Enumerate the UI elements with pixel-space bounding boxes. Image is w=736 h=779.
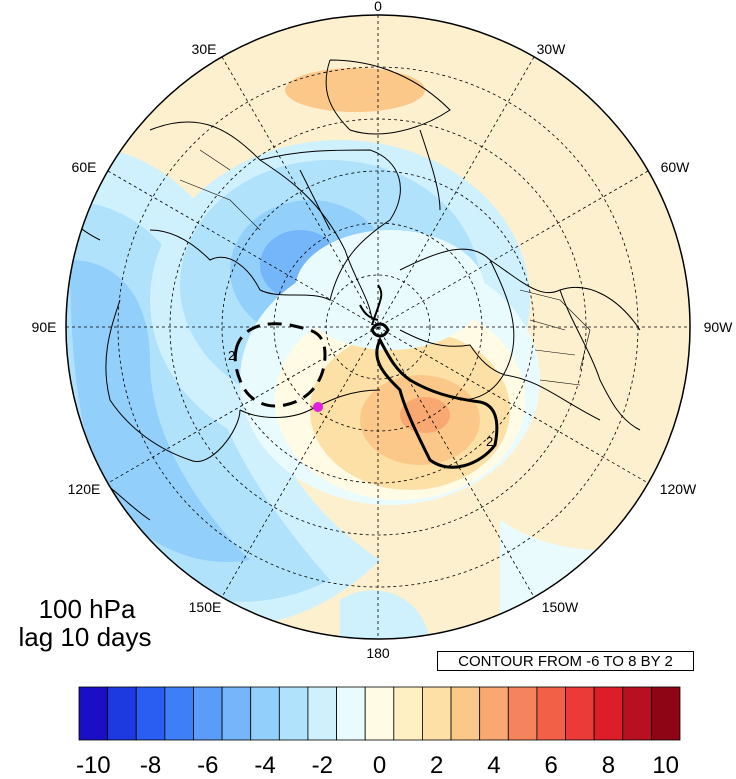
- contour-lines: [233, 284, 499, 469]
- positive-contour: [375, 336, 499, 469]
- colorbar-tick-label: -10: [76, 752, 111, 779]
- colorbar-cell: [221, 686, 252, 741]
- colorbar-cell: [307, 686, 337, 741]
- lon-label-30e: 30E: [192, 41, 217, 57]
- polar-stereographic-map: 2 2 0 30W 60W 90W 120W 150W 180 150E 120…: [32, 0, 734, 661]
- longitude-labels: 0 30W 60W 90W 120W 150W 180 150E 120E 90…: [32, 0, 734, 661]
- contour-label: 2: [228, 348, 235, 363]
- lon-label-150w: 150W: [542, 599, 579, 615]
- positive-contour-small: [370, 322, 390, 338]
- colorbar-tick-label: -4: [254, 752, 275, 779]
- location-marker: [313, 402, 323, 412]
- country-borders: [179, 149, 591, 386]
- pressure-level-label: 100 hPa: [38, 594, 136, 624]
- colorbar-cell: [164, 686, 194, 741]
- anomaly-shading: [66, 15, 690, 639]
- contour-label: 2: [486, 434, 493, 449]
- colorbar-cell: [622, 686, 652, 741]
- colorbar-cell: [193, 686, 223, 741]
- colorbar-cells: [78, 686, 681, 741]
- colorbar-cell: [107, 686, 137, 741]
- colorbar-cell: [536, 686, 566, 741]
- colorbar-cell: [422, 686, 452, 741]
- lon-label-180: 180: [366, 645, 390, 661]
- colorbar-tick-label: 0: [373, 752, 386, 779]
- colorbar-cell: [450, 686, 481, 741]
- colorbar-cell: [364, 686, 395, 741]
- map-boundary: [65, 14, 691, 640]
- colorbar-tick-label: 8: [602, 752, 615, 779]
- lon-label-120w: 120W: [660, 481, 697, 497]
- lon-label-60e: 60E: [72, 159, 97, 175]
- colorbar-cell: [479, 686, 509, 741]
- colorbar-cell: [393, 686, 423, 741]
- colorbar-cell: [650, 686, 681, 741]
- colorbar-cell: [507, 686, 538, 741]
- colorbar-cell: [336, 686, 366, 741]
- colorbar-cell: [565, 686, 595, 741]
- lon-label-150e: 150E: [189, 599, 222, 615]
- colorbar-tick-label: -6: [197, 752, 218, 779]
- colorbar-tick-label: 4: [487, 752, 500, 779]
- colorbar-cell: [250, 686, 280, 741]
- lon-label-0: 0: [374, 0, 382, 14]
- colorbar-cell: [593, 686, 624, 741]
- lon-label-90e: 90E: [32, 319, 57, 335]
- colorbar-tick-label: 2: [430, 752, 443, 779]
- coastlines: [66, 59, 641, 521]
- colorbar-cell: [135, 686, 166, 741]
- lag-label: lag 10 days: [18, 622, 152, 652]
- negative-contour: [233, 322, 327, 408]
- colorbar: -10 -8 -6 -4 -2 0 2 4 6 8 10: [76, 686, 681, 779]
- colorbar-cell: [78, 686, 109, 741]
- colorbar-tick-label: 10: [652, 752, 679, 779]
- lon-label-60w: 60W: [661, 159, 691, 175]
- contour-fragment: [359, 304, 379, 321]
- contour-info-box: CONTOUR FROM -6 TO 8 BY 2: [437, 651, 694, 671]
- contour-labels: 2 2: [228, 348, 493, 449]
- colorbar-ticks: -10 -8 -6 -4 -2 0 2 4 6 8 10: [76, 752, 679, 779]
- colorbar-tick-label: -8: [140, 752, 161, 779]
- lon-label-120e: 120E: [68, 481, 101, 497]
- meridian-lines: [66, 15, 690, 639]
- colorbar-tick-label: -2: [312, 752, 333, 779]
- lon-label-30w: 30W: [537, 41, 567, 57]
- lon-label-90w: 90W: [704, 319, 734, 335]
- colorbar-cell: [278, 686, 309, 741]
- colorbar-tick-label: 6: [545, 752, 558, 779]
